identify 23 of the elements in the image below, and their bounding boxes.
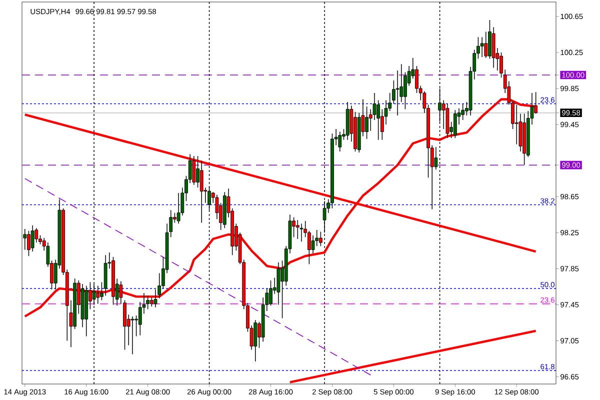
candlestick	[254, 320, 258, 362]
candlestick	[215, 194, 219, 220]
candlestick	[96, 285, 100, 304]
candlestick	[365, 106, 368, 140]
candlestick	[30, 225, 34, 252]
candlestick	[396, 70, 400, 116]
candlestick	[150, 297, 154, 307]
candlestick	[296, 220, 300, 240]
candlestick	[461, 103, 465, 120]
candlestick	[200, 160, 204, 224]
candlestick	[434, 146, 438, 170]
candlestick	[154, 289, 158, 308]
candlestick	[514, 104, 518, 145]
candlestick	[276, 262, 280, 306]
candlestick	[338, 131, 342, 152]
candlestick	[146, 295, 150, 310]
candlestick	[484, 31, 488, 58]
candlestick	[453, 110, 457, 138]
candlestick	[192, 156, 196, 186]
candlestick	[300, 223, 304, 242]
candlestick	[130, 316, 134, 355]
candlestick	[307, 230, 311, 265]
candlestick	[480, 36, 484, 58]
